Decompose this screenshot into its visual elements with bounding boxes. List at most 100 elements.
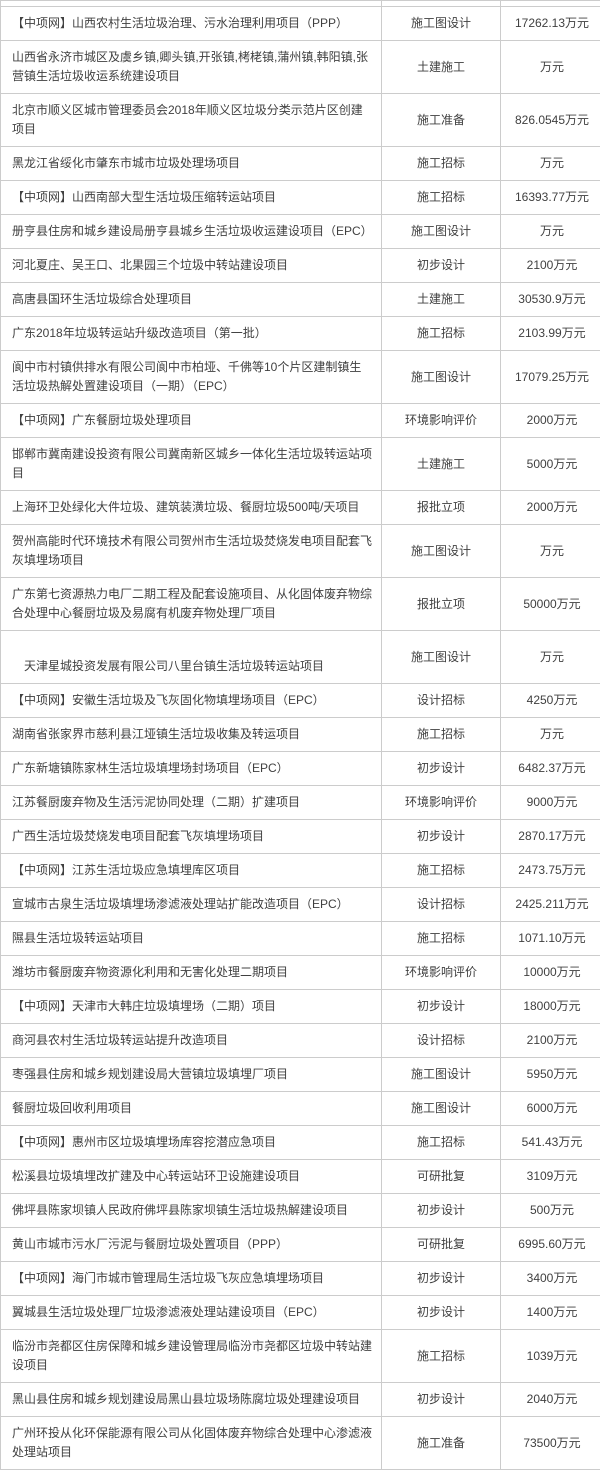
table-row: 商河县农村生活垃圾转运站提升改造项目 设计招标 2100万元 (1, 1024, 600, 1058)
project-amount: 6482.37万元 (501, 752, 600, 786)
project-name[interactable]: 广州环投从化环保能源有限公司从化固体废弃物综合处理中心渗滤液处理站项目 (1, 1417, 382, 1470)
project-name[interactable]: 河北夏庄、吴王口、北果园三个垃圾中转站建设项目 (1, 249, 382, 283)
table-row: 宣城市古泉生活垃圾填埋场渗滤液处理站扩能改造项目（EPC） 设计招标 2425.… (1, 888, 600, 922)
project-amount: 541.43万元 (501, 1126, 600, 1160)
project-name[interactable]: 贺州高能时代环境技术有限公司贺州市生活垃圾焚烧发电项目配套飞灰填埋场项目 (1, 525, 382, 578)
project-name[interactable]: 广东2018年垃圾转运站升级改造项目（第一批） (1, 317, 382, 351)
project-name[interactable]: 山西省永济市城区及虞乡镇,卿头镇,开张镇,栲栳镇,蒲州镇,韩阳镇,张营镇生活垃圾… (1, 41, 382, 94)
table-row: 【中项网】安徽生活垃圾及飞灰固化物填埋场项目（EPC） 设计招标 4250万元 (1, 684, 600, 718)
project-stage: 施工图设计 (382, 1058, 501, 1092)
project-name[interactable]: 松溪县垃圾填埋改扩建及中心转运站环卫设施建设项目 (1, 1160, 382, 1194)
table-row: 天津星城投资发展有限公司八里台镇生活垃圾转运站项目 施工图设计 万元 (1, 631, 600, 684)
project-stage: 可研批复 (382, 1228, 501, 1262)
project-name[interactable]: 【中项网】江苏生活垃圾应急填埋库区项目 (1, 854, 382, 888)
project-stage: 环境影响评价 (382, 956, 501, 990)
project-amount: 2000万元 (501, 404, 600, 438)
project-name[interactable]: 【中项网】山西南部大型生活垃圾压缩转运站项目 (1, 181, 382, 215)
project-name[interactable]: 商河县农村生活垃圾转运站提升改造项目 (1, 1024, 382, 1058)
project-stage: 施工招标 (382, 1330, 501, 1383)
project-name[interactable]: 黑龙江省绥化市肇东市城市垃圾处理场项目 (1, 147, 382, 181)
project-amount: 1039万元 (501, 1330, 600, 1383)
table-row: 广东第七资源热力电厂二期工程及配套设施项目、从化固体废弃物综合处理中心餐厨垃圾及… (1, 578, 600, 631)
project-stage: 土建施工 (382, 283, 501, 317)
project-name[interactable]: 宣城市古泉生活垃圾填埋场渗滤液处理站扩能改造项目（EPC） (1, 888, 382, 922)
project-name[interactable]: 餐厨垃圾回收利用项目 (1, 1092, 382, 1126)
project-stage: 施工招标 (382, 147, 501, 181)
table-row: 册亨县住房和城乡建设局册亨县城乡生活垃圾收运建设项目（EPC） 施工图设计 万元 (1, 215, 600, 249)
project-amount: 万元 (501, 525, 600, 578)
project-amount: 826.0545万元 (501, 94, 600, 147)
project-name[interactable]: 【中项网】海门市城市管理局生活垃圾飞灰应急填埋场项目 (1, 1262, 382, 1296)
project-stage: 施工图设计 (382, 215, 501, 249)
project-amount: 73500万元 (501, 1417, 600, 1470)
table-row: 黄山市城市污水厂污泥与餐厨垃圾处置项目（PPP） 可研批复 6995.60万元 (1, 1228, 600, 1262)
project-stage: 可研批复 (382, 1160, 501, 1194)
project-name[interactable]: 邯郸市冀南建设投资有限公司冀南新区城乡一体化生活垃圾转运站项目 (1, 438, 382, 491)
project-amount: 2473.75万元 (501, 854, 600, 888)
project-stage: 报批立项 (382, 491, 501, 525)
project-stage: 施工图设计 (382, 1092, 501, 1126)
project-name[interactable]: 湖南省张家界市慈利县江垭镇生活垃圾收集及转运项目 (1, 718, 382, 752)
project-name[interactable]: 广西生活垃圾焚烧发电项目配套飞灰填埋场项目 (1, 820, 382, 854)
project-name[interactable]: 【中项网】广东餐厨垃圾处理项目 (1, 404, 382, 438)
project-stage: 土建施工 (382, 438, 501, 491)
project-name[interactable]: 广东第七资源热力电厂二期工程及配套设施项目、从化固体废弃物综合处理中心餐厨垃圾及… (1, 578, 382, 631)
table-row: 翼城县生活垃圾处理厂垃圾渗滤液处理站建设项目（EPC） 初步设计 1400万元 (1, 1296, 600, 1330)
project-amount: 2040万元 (501, 1383, 600, 1417)
project-name[interactable]: 潍坊市餐厨废弃物资源化利用和无害化处理二期项目 (1, 956, 382, 990)
project-name[interactable]: 北京市顺义区城市管理委员会2018年顺义区垃圾分类示范片区创建项目 (1, 94, 382, 147)
project-name[interactable]: 枣强县住房和城乡规划建设局大营镇垃圾填埋厂项目 (1, 1058, 382, 1092)
table-row: 【中项网】广东餐厨垃圾处理项目 环境影响评价 2000万元 (1, 404, 600, 438)
project-name[interactable]: 翼城县生活垃圾处理厂垃圾渗滤液处理站建设项目（EPC） (1, 1296, 382, 1330)
table-row: 广州环投从化环保能源有限公司从化固体废弃物综合处理中心渗滤液处理站项目 施工准备… (1, 1417, 600, 1470)
project-name[interactable]: 高唐县国环生活垃圾综合处理项目 (1, 283, 382, 317)
project-amount: 万元 (501, 41, 600, 94)
project-name[interactable]: 广东新塘镇陈家林生活垃圾填埋场封场项目（EPC） (1, 752, 382, 786)
project-name[interactable]: 上海环卫处绿化大件垃圾、建筑装潢垃圾、餐厨垃圾500吨/天项目 (1, 491, 382, 525)
table-row: 黑龙江省绥化市肇东市城市垃圾处理场项目 施工招标 万元 (1, 147, 600, 181)
project-amount: 3400万元 (501, 1262, 600, 1296)
project-name[interactable]: 阆中市村镇供排水有限公司阆中市柏垭、千佛等10个片区建制镇生活垃圾热解处置建设项… (1, 351, 382, 404)
table-row: 邯郸市冀南建设投资有限公司冀南新区城乡一体化生活垃圾转运站项目 土建施工 500… (1, 438, 600, 491)
project-name[interactable]: 【中项网】惠州市区垃圾填埋场库容挖潜应急项目 (1, 1126, 382, 1160)
project-name[interactable]: 临汾市尧都区住房保障和城乡建设管理局临汾市尧都区垃圾中转站建设项目 (1, 1330, 382, 1383)
table-row: 北京市顺义区城市管理委员会2018年顺义区垃圾分类示范片区创建项目 施工准备 8… (1, 94, 600, 147)
table-row: 【中项网】海门市城市管理局生活垃圾飞灰应急填埋场项目 初步设计 3400万元 (1, 1262, 600, 1296)
table-row: 隰县生活垃圾转运站项目 施工招标 1071.10万元 (1, 922, 600, 956)
project-name[interactable]: 【中项网】山西农村生活垃圾治理、污水治理利用项目（PPP） (1, 7, 382, 41)
project-name[interactable]: 江苏餐厨废弃物及生活污泥协同处理（二期）扩建项目 (1, 786, 382, 820)
project-name[interactable]: 佛坪县陈家坝镇人民政府佛坪县陈家坝镇生活垃圾热解建设项目 (1, 1194, 382, 1228)
project-stage: 施工招标 (382, 854, 501, 888)
project-name[interactable]: 黑山县住房和城乡规划建设局黑山县垃圾场陈腐垃圾处理建设项目 (1, 1383, 382, 1417)
project-stage: 施工图设计 (382, 7, 501, 41)
table-row: 枣强县住房和城乡规划建设局大营镇垃圾填埋厂项目 施工图设计 5950万元 (1, 1058, 600, 1092)
table-row: 临汾市尧都区住房保障和城乡建设管理局临汾市尧都区垃圾中转站建设项目 施工招标 1… (1, 1330, 600, 1383)
table-row: 上海环卫处绿化大件垃圾、建筑装潢垃圾、餐厨垃圾500吨/天项目 报批立项 200… (1, 491, 600, 525)
project-stage: 施工招标 (382, 718, 501, 752)
project-amount: 6000万元 (501, 1092, 600, 1126)
project-amount: 2870.17万元 (501, 820, 600, 854)
project-amount: 4250万元 (501, 684, 600, 718)
project-amount: 万元 (501, 147, 600, 181)
table-row: 高唐县国环生活垃圾综合处理项目 土建施工 30530.9万元 (1, 283, 600, 317)
project-name[interactable]: 册亨县住房和城乡建设局册亨县城乡生活垃圾收运建设项目（EPC） (1, 215, 382, 249)
table-row: 贺州高能时代环境技术有限公司贺州市生活垃圾焚烧发电项目配套飞灰填埋场项目 施工图… (1, 525, 600, 578)
table-row: 广西生活垃圾焚烧发电项目配套飞灰填埋场项目 初步设计 2870.17万元 (1, 820, 600, 854)
project-stage: 施工图设计 (382, 351, 501, 404)
project-amount: 10000万元 (501, 956, 600, 990)
project-stage: 设计招标 (382, 1024, 501, 1058)
project-amount: 万元 (501, 631, 600, 684)
project-amount: 50000万元 (501, 578, 600, 631)
project-amount: 2000万元 (501, 491, 600, 525)
table-row: 山西省永济市城区及虞乡镇,卿头镇,开张镇,栲栳镇,蒲州镇,韩阳镇,张营镇生活垃圾… (1, 41, 600, 94)
project-name[interactable]: 【中项网】天津市大韩庄垃圾填埋场（二期）项目 (1, 990, 382, 1024)
project-name[interactable]: 隰县生活垃圾转运站项目 (1, 922, 382, 956)
project-stage: 施工准备 (382, 94, 501, 147)
table-row: 江苏餐厨废弃物及生活污泥协同处理（二期）扩建项目 环境影响评价 9000万元 (1, 786, 600, 820)
project-amount: 5000万元 (501, 438, 600, 491)
project-stage: 土建施工 (382, 41, 501, 94)
project-name[interactable]: 【中项网】安徽生活垃圾及飞灰固化物填埋场项目（EPC） (1, 684, 382, 718)
project-name[interactable]: 黄山市城市污水厂污泥与餐厨垃圾处置项目（PPP） (1, 1228, 382, 1262)
project-name[interactable]: 天津星城投资发展有限公司八里台镇生活垃圾转运站项目 (1, 631, 382, 684)
